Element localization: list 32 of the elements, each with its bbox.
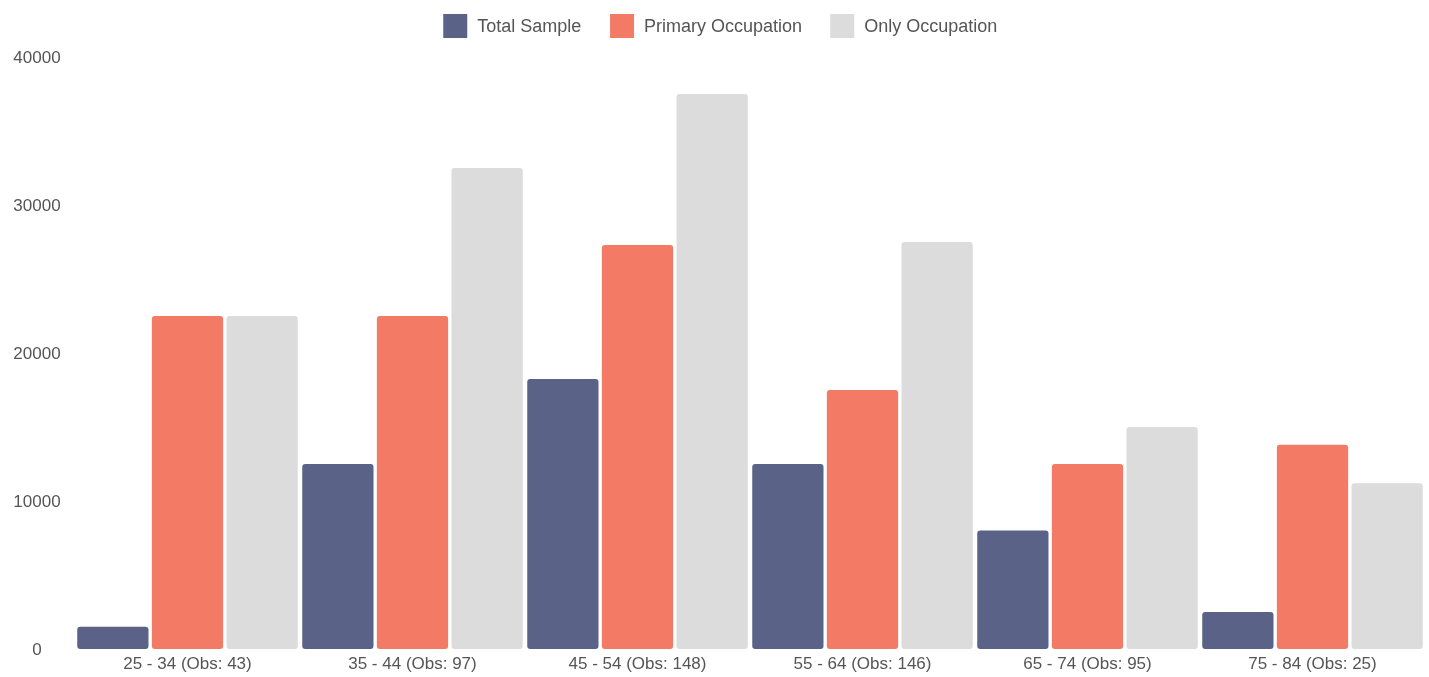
- x-tick-label: 55 - 64 (Obs: 146): [793, 654, 932, 673]
- x-tick-label: 35 - 44 (Obs: 97): [348, 654, 477, 673]
- legend-label: Total Sample: [477, 16, 582, 37]
- bar: [601, 244, 674, 649]
- y-tick-label: 40000: [13, 47, 61, 67]
- y-tick-label: 0: [32, 639, 42, 659]
- bar: [826, 390, 899, 649]
- x-tick-label: 25 - 34 (Obs: 43): [123, 654, 252, 673]
- bar: [1051, 464, 1124, 649]
- x-tick-label: 65 - 74 (Obs: 95): [1023, 654, 1152, 673]
- bar: [226, 316, 298, 649]
- bar: [77, 626, 149, 649]
- y-tick-label: 10000: [13, 491, 61, 511]
- bar: [302, 464, 374, 649]
- bar: [451, 168, 523, 649]
- bar: [527, 378, 599, 649]
- bar: [977, 530, 1049, 649]
- y-tick-label: 20000: [13, 343, 61, 363]
- bar: [151, 316, 224, 649]
- y-tick-label: 30000: [13, 195, 61, 215]
- legend-label: Only Occupation: [864, 16, 998, 37]
- bar: [1276, 444, 1349, 649]
- bar: [1202, 612, 1274, 649]
- bar: [901, 242, 973, 649]
- bar: [376, 316, 449, 649]
- x-tick-label: 75 - 84 (Obs: 25): [1248, 654, 1377, 673]
- x-tick-label: 45 - 54 (Obs: 148): [568, 654, 707, 673]
- bar: [1351, 483, 1423, 649]
- bar: [752, 464, 824, 649]
- legend-label: Primary Occupation: [644, 16, 803, 37]
- bar: [676, 94, 748, 649]
- bar: [1126, 427, 1198, 649]
